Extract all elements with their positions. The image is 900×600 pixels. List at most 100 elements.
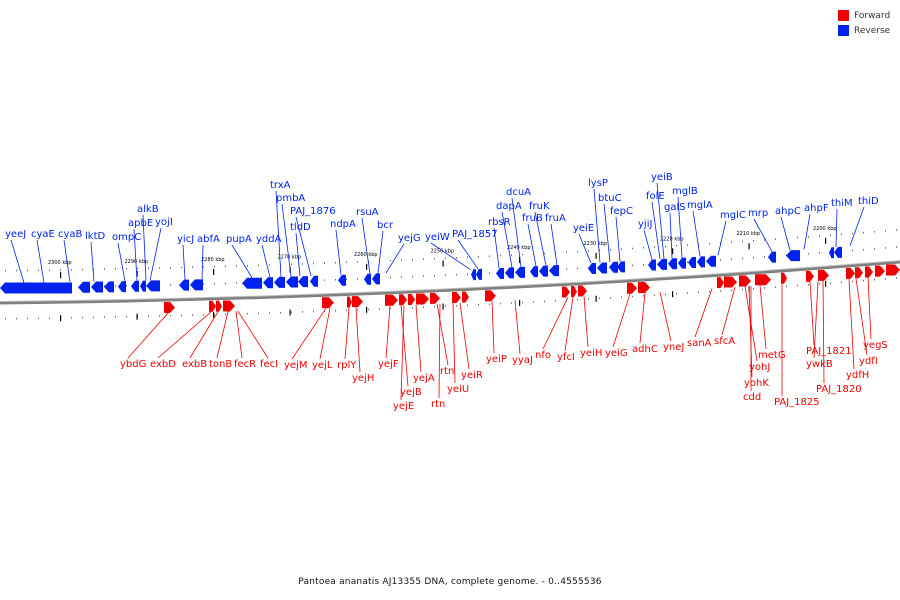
track-dot — [599, 297, 600, 300]
forward-leader-line — [438, 303, 441, 399]
forward-gene-arrow — [347, 296, 352, 308]
track-dot — [467, 256, 468, 258]
track-dot — [731, 289, 732, 291]
track-dot — [258, 264, 259, 267]
forward-leader-line — [385, 305, 391, 359]
reverse-leader-line — [182, 244, 186, 280]
forward-gene-label: yegS — [863, 340, 888, 351]
reverse-leader-line — [149, 227, 162, 281]
track-dot — [390, 276, 391, 279]
tick-mark — [60, 272, 62, 279]
forward-gene-arrow — [578, 285, 587, 297]
track-dot — [368, 308, 369, 311]
reverse-gene-label: yeiB — [651, 172, 673, 183]
track-dot — [346, 261, 347, 264]
tick-mark-lower — [289, 309, 291, 316]
forward-gene-label: fecR — [234, 359, 256, 370]
forward-gene-arrow — [416, 293, 429, 305]
track-dot — [841, 233, 842, 236]
track-dot — [588, 298, 589, 300]
track-dot — [423, 258, 424, 260]
track-dot — [269, 264, 270, 266]
reverse-gene-label: pupA — [226, 234, 252, 245]
track-dot — [203, 266, 204, 268]
genome-caption: Pantoea ananatis AJ13355 DNA, complete g… — [298, 577, 602, 587]
forward-gene-label: ywkB — [806, 359, 833, 370]
reverse-leader-line — [717, 220, 727, 256]
tick-mark — [442, 260, 444, 267]
reverse-gene-label: apbE — [128, 218, 153, 229]
track-dot — [577, 250, 578, 253]
track-dot — [467, 273, 468, 275]
track-dot — [577, 267, 578, 270]
tick-mark — [519, 256, 521, 263]
forward-leader-line — [694, 288, 713, 338]
reverse-gene-label: PAJ_1876 — [290, 206, 336, 217]
track-dot — [423, 306, 424, 308]
reverse-leader-line — [281, 203, 292, 277]
track-dot — [115, 316, 116, 318]
reverse-gene-label: yeiE — [573, 223, 594, 234]
reverse-gene-arrow — [688, 256, 696, 268]
tick-label: 2200 kbp — [813, 226, 837, 232]
track-dot — [709, 242, 710, 245]
reverse-gene-label: pmbA — [276, 193, 305, 204]
forward-gene-arrow — [164, 302, 175, 314]
track-dot — [676, 244, 677, 247]
track-dot — [555, 300, 556, 302]
reverse-gene-arrow — [310, 275, 318, 287]
track-dot — [500, 254, 501, 257]
forward-gene-label: yneJ — [663, 342, 684, 353]
forward-gene-label: exbD — [150, 359, 176, 370]
reverse-gene-label: yicJ — [177, 234, 194, 245]
track-dot — [500, 302, 501, 305]
forward-gene-arrow — [209, 300, 216, 312]
forward-leader-line — [319, 308, 331, 360]
forward-gene-arrow — [399, 294, 407, 306]
backbone-highlight — [0, 260, 900, 302]
label-leader-lines — [10, 182, 872, 401]
track-dot — [16, 317, 17, 320]
forward-gene-arrow — [452, 291, 461, 303]
track-dot — [665, 293, 666, 296]
forward-leader-line — [436, 303, 449, 366]
backbone-line — [0, 260, 900, 305]
reverse-gene-arrow — [530, 266, 538, 278]
track-dot — [577, 298, 578, 301]
track-dot — [720, 290, 721, 292]
forward-leader-line — [127, 312, 169, 359]
track-dot — [423, 275, 424, 277]
reverse-leader-line — [651, 201, 661, 260]
track-dot — [643, 264, 644, 266]
track-dot — [522, 301, 523, 304]
reverse-swatch — [838, 25, 849, 36]
reverse-gene-arrow — [286, 276, 298, 288]
track-dot — [247, 312, 248, 315]
track-dot — [709, 290, 710, 293]
forward-gene-arrow — [638, 281, 650, 293]
track-dot — [434, 305, 435, 308]
track-dot — [764, 256, 765, 258]
legend-forward-label: Forward — [854, 10, 891, 21]
track-dot — [5, 269, 6, 272]
reverse-gene-label: tldD — [290, 222, 311, 233]
track-dot — [687, 244, 688, 246]
reverse-gene-arrow — [263, 277, 273, 289]
track-dot — [753, 239, 754, 242]
track-dot — [797, 236, 798, 239]
track-dot — [291, 263, 292, 266]
tick-mark-lower — [366, 306, 368, 313]
reverse-gene-label: btuC — [598, 193, 622, 204]
reverse-gene-label: folE — [646, 191, 665, 202]
track-dot — [126, 315, 127, 318]
forward-gene-arrow — [755, 274, 771, 286]
forward-leader-line — [514, 300, 521, 355]
reverse-leader-line — [335, 229, 342, 275]
track-dot — [456, 304, 457, 307]
reverse-gene-arrow — [668, 258, 677, 270]
reverse-gene-label: yjiJ — [638, 219, 652, 230]
reverse-gene-label: fepC — [610, 206, 633, 217]
track-dot — [874, 248, 875, 250]
track-dot — [126, 284, 127, 287]
